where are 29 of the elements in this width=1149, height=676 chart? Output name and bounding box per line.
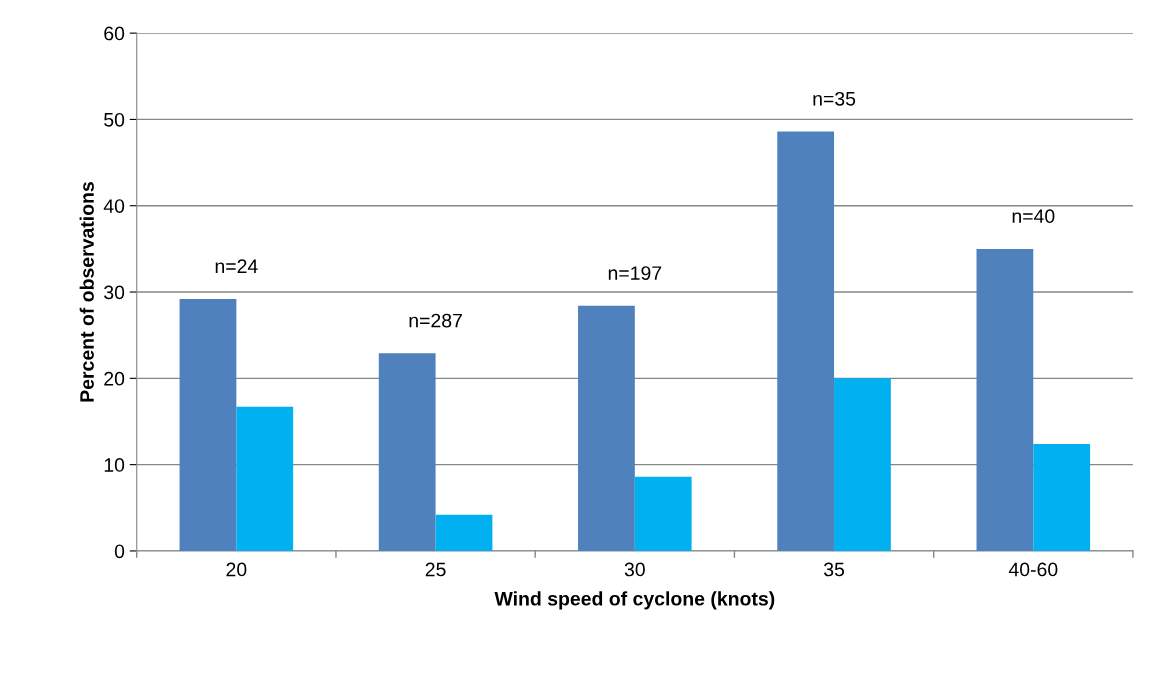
y-tick-label: 50 [104, 112, 125, 127]
y-tick-label: 60 [104, 26, 125, 41]
bar [834, 378, 891, 551]
x-tick-label: 30 [624, 562, 645, 577]
x-tick-label: 20 [226, 562, 247, 577]
annotation: n=24 [215, 259, 258, 273]
bar [976, 248, 1034, 551]
bar [378, 353, 436, 551]
bar [435, 514, 493, 551]
bar [1033, 443, 1091, 551]
x-tick-label: 35 [823, 562, 845, 577]
bar [634, 476, 692, 551]
y-tick-label: 40 [103, 199, 125, 213]
x-tick-label: 40-60 [1008, 562, 1058, 577]
annotation: n=287 [409, 313, 462, 328]
y-tick-label: 20 [104, 371, 125, 386]
y-tick-label: 0 [114, 544, 125, 559]
x-tick-label: 25 [425, 562, 446, 577]
y-tick-label: 30 [104, 285, 125, 300]
annotation: n=197 [608, 266, 662, 280]
bar [236, 406, 294, 551]
bar [777, 131, 835, 551]
y-tick-label: 10 [104, 458, 125, 472]
x-axis-title: Wind speed of cyclone (knots) [494, 591, 775, 610]
y-axis-title: Percent of observations [79, 182, 94, 402]
annotation: n=40 [1012, 209, 1055, 224]
annotation: n=35 [813, 91, 856, 106]
bar [578, 305, 635, 551]
bar [179, 298, 237, 551]
